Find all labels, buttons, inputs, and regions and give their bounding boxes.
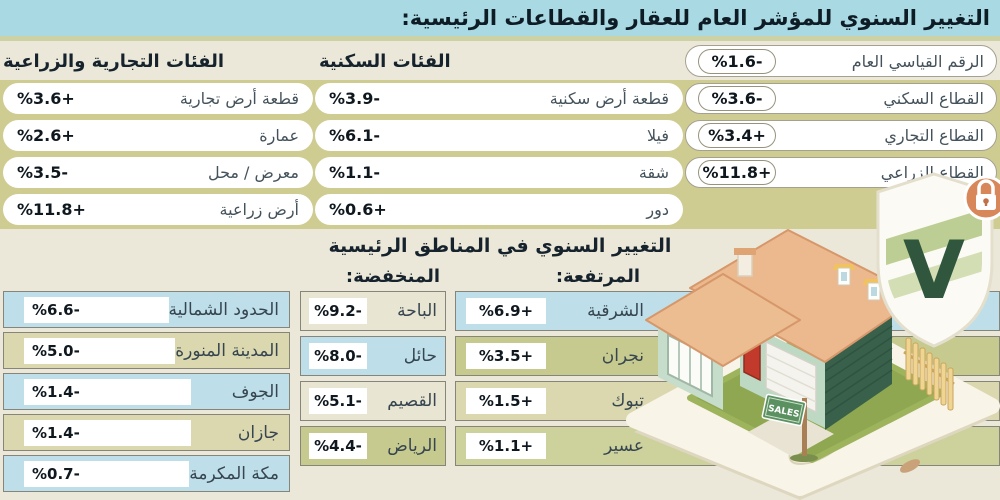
region-row: جازان %1.4- (3, 414, 290, 451)
region-label: الرياض (387, 436, 437, 456)
region-row: %6.9+ الشرقية (455, 291, 1000, 331)
category-value: %3.9- (329, 89, 381, 108)
region-row: الحدود الشمالية %6.6- (3, 291, 290, 328)
region-label: الباحة (397, 301, 437, 321)
page-title: التغيير السنوي للمؤشر العام للعقار والقط… (401, 6, 990, 30)
sector-label: القطاع الزراعي (880, 163, 984, 182)
general-index-value: %1.6- (698, 48, 776, 74)
general-index-label: الرقم القياسي العام (851, 51, 984, 71)
region-label: القصيم (387, 391, 437, 411)
region-value: %9.2- (309, 298, 367, 324)
column-commercial: الفئات التجارية والزراعية قطعة أرض تجاري… (3, 45, 313, 231)
commercial-header: الفئات التجارية والزراعية (3, 50, 225, 72)
regions-down-header: المنخفضة: (345, 266, 440, 287)
region-row: حائل %8.0- (300, 336, 446, 376)
category-label: معرض / محل (207, 163, 299, 182)
region-value: %8.0- (309, 343, 367, 369)
sector-row: القطاع الزراعي %11.8+ (685, 157, 997, 188)
region-value: %5.0- (24, 337, 176, 364)
region-row: %3.5+ نجران (455, 336, 1000, 376)
category-value: %2.6+ (17, 126, 75, 145)
commercial-row: أرض زراعية %11.8+ (3, 194, 313, 225)
region-value: %1.1+ (466, 433, 546, 459)
region-row: مكة المكرمة %0.7- (3, 455, 290, 492)
region-row: %1.5+ تبوك (455, 381, 1000, 421)
regions-up-list: %6.9+ الشرقية %3.5+ نجران %1.5+ تبوك %1.… (455, 291, 1000, 471)
region-label: الجوف (231, 381, 279, 402)
sector-value: %3.6- (698, 86, 776, 111)
column-sectors: الرقم القياسي العام %1.6- القطاع السكني … (685, 45, 997, 194)
region-row: الباحة %9.2- (300, 291, 446, 331)
region-label: مكة المكرمة (189, 463, 279, 484)
sector-label: القطاع التجاري (884, 126, 984, 145)
region-row: الجوف %1.4- (3, 373, 290, 410)
sector-value: %11.8+ (698, 160, 776, 185)
commercial-row: معرض / محل %3.5- (3, 157, 313, 188)
region-label: عسير (604, 436, 644, 456)
general-index-row: الرقم القياسي العام %1.6- (685, 45, 997, 77)
region-label: الشرقية (587, 301, 644, 321)
region-value: %0.7- (24, 460, 190, 487)
category-value: %3.6+ (17, 89, 75, 108)
regions-more-list: الحدود الشمالية %6.6- المدينة المنورة %5… (3, 291, 290, 496)
sectors-section: الرقم القياسي العام %1.6- القطاع السكني … (0, 41, 1000, 229)
region-label: جازان (237, 422, 279, 443)
region-value: %1.4- (24, 419, 191, 446)
regions-title: التغيير السنوي في المناطق الرئيسية (328, 235, 672, 257)
category-value: %1.1- (329, 163, 381, 182)
category-value: %0.6+ (329, 200, 387, 219)
sector-row: القطاع السكني %3.6- (685, 83, 997, 114)
commercial-row: قطعة أرض تجارية %3.6+ (3, 83, 313, 114)
sector-value: %3.4+ (698, 123, 776, 148)
region-value: %1.5+ (466, 388, 546, 414)
sector-label: القطاع السكني (883, 89, 984, 108)
regions-down-list: الباحة %9.2- حائل %8.0- القصيم %5.1- الر… (300, 291, 446, 471)
region-value: %1.4- (24, 378, 191, 405)
regions-section: التغيير السنوي في المناطق الرئيسية المرت… (0, 229, 1000, 500)
category-label: قطعة أرض سكنية (549, 89, 669, 108)
category-label: فيلا (646, 126, 669, 145)
category-value: %3.5- (17, 163, 69, 182)
category-label: عمارة (259, 126, 299, 145)
region-label: نجران (601, 346, 644, 366)
residential-header: الفئات السكنية (319, 50, 451, 72)
region-value: %5.1- (309, 388, 367, 414)
region-row: المدينة المنورة %5.0- (3, 332, 290, 369)
region-label: حائل (403, 346, 437, 366)
title-bar: التغيير السنوي للمؤشر العام للعقار والقط… (0, 0, 1000, 36)
region-value: %6.9+ (466, 298, 546, 324)
regions-up-header: المرتفعة: (555, 266, 640, 287)
region-label: المدينة المنورة (175, 340, 279, 361)
category-value: %11.8+ (17, 200, 86, 219)
residential-row: قطعة أرض سكنية %3.9- (315, 83, 683, 114)
residential-row: دور %0.6+ (315, 194, 683, 225)
region-label: الحدود الشمالية (168, 299, 279, 320)
category-label: شقة (638, 163, 669, 182)
region-row: الرياض %4.4- (300, 426, 446, 466)
region-value: %4.4- (309, 433, 367, 459)
title-separator (0, 36, 1000, 41)
residential-row: شقة %1.1- (315, 157, 683, 188)
region-value: %3.5+ (466, 343, 546, 369)
category-label: قطعة أرض تجارية (179, 89, 299, 108)
region-row: القصيم %5.1- (300, 381, 446, 421)
sector-row: القطاع التجاري %3.4+ (685, 120, 997, 151)
commercial-row: عمارة %2.6+ (3, 120, 313, 151)
category-label: أرض زراعية (219, 200, 299, 219)
category-value: %6.1- (329, 126, 381, 145)
column-residential: الفئات السكنية قطعة أرض سكنية %3.9- فيلا… (315, 45, 683, 231)
region-value: %6.6- (24, 296, 169, 323)
region-label: تبوك (611, 391, 644, 411)
region-row: %1.1+ عسير (455, 426, 1000, 466)
residential-row: فيلا %6.1- (315, 120, 683, 151)
category-label: دور (646, 200, 669, 219)
